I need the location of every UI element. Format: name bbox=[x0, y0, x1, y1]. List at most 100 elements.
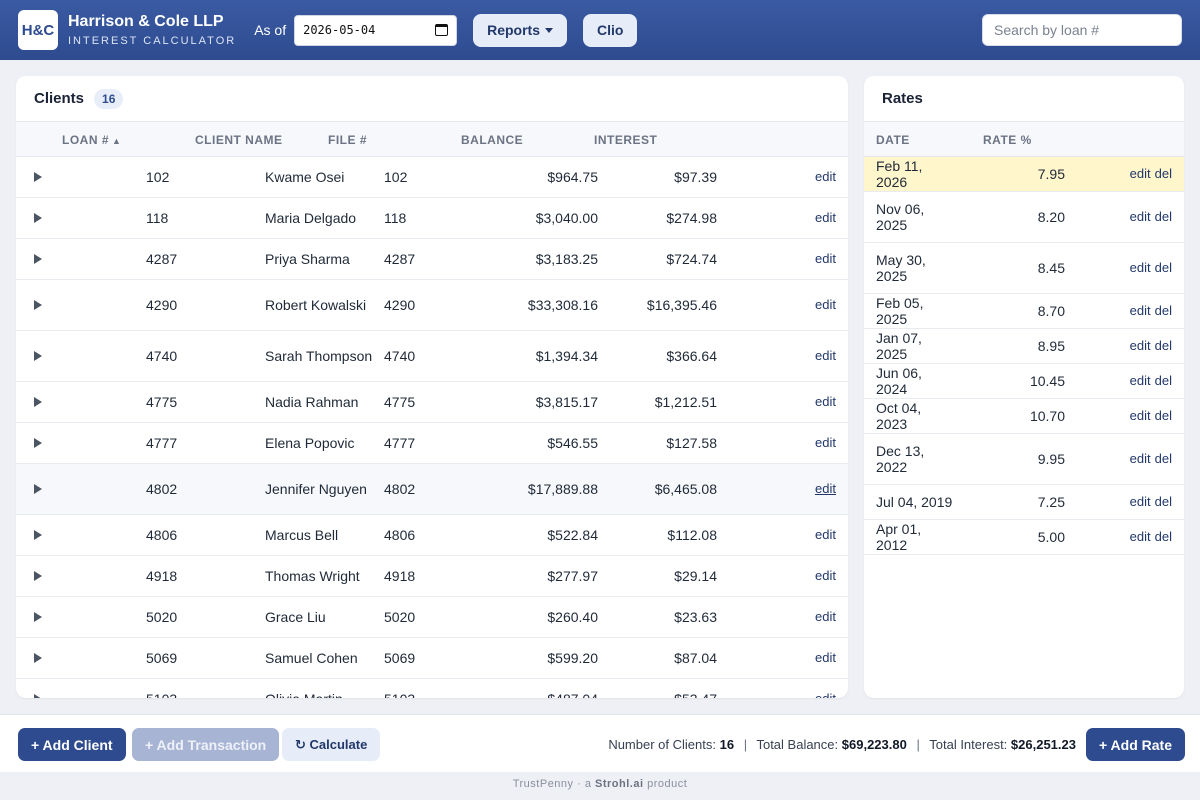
rate-row[interactable]: Jan 07, 2025 8.95 edit del bbox=[864, 329, 1184, 364]
expand-row-icon[interactable] bbox=[34, 351, 42, 361]
table-row[interactable]: 4740 Sarah Thompson 4740 $1,394.34 $366.64 ed… bbox=[16, 331, 848, 382]
edit-client-link[interactable]: edit bbox=[815, 297, 836, 312]
edit-client-link[interactable]: edit bbox=[815, 691, 836, 698]
edit-client-link[interactable]: edit bbox=[815, 650, 836, 665]
edit-client-link[interactable]: edit bbox=[815, 568, 836, 583]
expand-row-icon[interactable] bbox=[34, 172, 42, 182]
edit-rate-link[interactable]: edit bbox=[1129, 529, 1151, 544]
expand-row-icon[interactable] bbox=[34, 484, 42, 494]
expand-row-icon[interactable] bbox=[34, 213, 42, 223]
edit-client-link[interactable]: edit bbox=[815, 394, 836, 409]
edit-client-link[interactable]: edit bbox=[815, 481, 836, 496]
column-header-date[interactable]: DATE bbox=[876, 133, 910, 147]
delete-rate-link[interactable]: del bbox=[1154, 338, 1172, 353]
table-row[interactable]: 118 Maria Delgado 118 $3,040.00 $274.98 edit bbox=[16, 198, 848, 239]
rate-date: Jul 04, 2019 bbox=[876, 494, 953, 510]
add-rate-button[interactable]: + Add Rate bbox=[1086, 728, 1185, 761]
company-link[interactable]: Strohl.ai bbox=[595, 778, 644, 790]
table-row[interactable]: 4287 Priya Sharma 4287 $3,183.25 $724.74 edit bbox=[16, 239, 848, 280]
edit-rate-link[interactable]: edit bbox=[1129, 209, 1151, 224]
column-header-rate[interactable]: RATE % bbox=[983, 133, 1032, 147]
edit-rate-link[interactable]: edit bbox=[1129, 408, 1151, 423]
rate-row[interactable]: Oct 04, 2023 10.70 edit del bbox=[864, 399, 1184, 434]
column-header-client-name[interactable]: CLIENT NAME bbox=[195, 133, 283, 147]
edit-client-link[interactable]: edit bbox=[815, 527, 836, 542]
column-header-balance[interactable]: BALANCE bbox=[461, 133, 524, 147]
rate-actions: edit del bbox=[1126, 408, 1172, 424]
as-of-date-input[interactable]: 2026-05-04 bbox=[294, 14, 458, 46]
expand-row-icon[interactable] bbox=[34, 694, 42, 698]
column-header-file[interactable]: FILE # bbox=[328, 133, 368, 147]
expand-row-icon[interactable] bbox=[34, 653, 42, 663]
rate-row[interactable]: Jul 04, 2019 7.25 edit del bbox=[864, 485, 1184, 520]
expand-row-icon[interactable] bbox=[34, 438, 42, 448]
edit-rate-link[interactable]: edit bbox=[1129, 303, 1151, 318]
rate-row[interactable]: Feb 05, 2025 8.70 edit del bbox=[864, 294, 1184, 329]
calendar-icon[interactable] bbox=[435, 24, 449, 36]
file-number: 5069 bbox=[384, 650, 416, 666]
edit-rate-link[interactable]: edit bbox=[1129, 260, 1151, 275]
table-row[interactable]: 5103 Olivia Martin 5103 $487.04 $53.47 edit bbox=[16, 679, 848, 698]
edit-client-link[interactable]: edit bbox=[815, 609, 836, 624]
edit-client-link[interactable]: edit bbox=[815, 251, 836, 266]
edit-client-link[interactable]: edit bbox=[815, 210, 836, 225]
table-row[interactable]: 4775 Nadia Rahman 4775 $3,815.17 $1,212.51 ed… bbox=[16, 382, 848, 423]
table-row[interactable]: 4777 Elena Popovic 4777 $546.55 $127.58 edit bbox=[16, 423, 848, 464]
expand-row-icon[interactable] bbox=[34, 254, 42, 264]
num-clients-value: 16 bbox=[719, 737, 735, 752]
delete-rate-link[interactable]: del bbox=[1154, 529, 1172, 544]
expand-row-icon[interactable] bbox=[34, 300, 42, 310]
table-row[interactable]: 5020 Grace Liu 5020 $260.40 $23.63 edit bbox=[16, 597, 848, 638]
edit-client-link[interactable]: edit bbox=[815, 169, 836, 184]
interest: $23.63 bbox=[674, 609, 717, 625]
rate-row[interactable]: May 30, 2025 8.45 edit del bbox=[864, 243, 1184, 294]
delete-rate-link[interactable]: del bbox=[1154, 166, 1172, 181]
edit-client-link[interactable]: edit bbox=[815, 435, 836, 450]
rate-value: 8.45 bbox=[1037, 260, 1065, 276]
delete-rate-link[interactable]: del bbox=[1154, 494, 1172, 509]
edit-rate-link[interactable]: edit bbox=[1129, 338, 1151, 353]
edit-rate-link[interactable]: edit bbox=[1129, 451, 1151, 466]
rate-row[interactable]: Apr 01, 2012 5.00 edit del bbox=[864, 520, 1184, 555]
edit-rate-link[interactable]: edit bbox=[1129, 166, 1151, 181]
expand-row-icon[interactable] bbox=[34, 530, 42, 540]
expand-row-icon[interactable] bbox=[34, 612, 42, 622]
delete-rate-link[interactable]: del bbox=[1154, 260, 1172, 275]
loan-number: 118 bbox=[146, 210, 169, 226]
add-client-button[interactable]: + Add Client bbox=[18, 728, 126, 761]
column-header-loan[interactable]: LOAN # ▲ bbox=[62, 133, 121, 147]
delete-rate-link[interactable]: del bbox=[1154, 209, 1172, 224]
edit-rate-link[interactable]: edit bbox=[1129, 373, 1151, 388]
add-transaction-button[interactable]: + Add Transaction bbox=[132, 728, 280, 761]
rate-date: Feb 11, 2026 bbox=[876, 158, 923, 190]
column-header-interest[interactable]: INTEREST bbox=[594, 133, 658, 147]
rate-row[interactable]: Nov 06, 2025 8.20 edit del bbox=[864, 192, 1184, 243]
edit-rate-link[interactable]: edit bbox=[1129, 494, 1151, 509]
table-row[interactable]: 5069 Samuel Cohen 5069 $599.20 $87.04 edit bbox=[16, 638, 848, 679]
interest: $16,395.46 bbox=[646, 297, 717, 313]
loan-search-input[interactable] bbox=[982, 14, 1182, 46]
reports-button[interactable]: Reports bbox=[473, 13, 568, 47]
table-row[interactable]: 102 Kwame Osei 102 $964.75 $97.39 edit bbox=[16, 157, 848, 198]
delete-rate-link[interactable]: del bbox=[1154, 303, 1172, 318]
rate-date: Apr 01, 2012 bbox=[876, 521, 922, 553]
table-row[interactable]: 4290 Robert Kowalski 4290 $33,308.16 $16,395… bbox=[16, 280, 848, 331]
expand-row-icon[interactable] bbox=[34, 571, 42, 581]
loan-number: 4777 bbox=[146, 435, 178, 451]
expand-row-icon[interactable] bbox=[34, 397, 42, 407]
rate-row[interactable]: Feb 11, 2026 7.95 edit del bbox=[864, 157, 1184, 192]
interest: $87.04 bbox=[674, 650, 717, 666]
clio-button[interactable]: Clio bbox=[583, 13, 638, 47]
delete-rate-link[interactable]: del bbox=[1154, 373, 1172, 388]
file-number: 102 bbox=[384, 169, 408, 185]
calculate-button[interactable]: ↻ Calculate bbox=[282, 728, 381, 761]
table-row[interactable]: 4806 Marcus Bell 4806 $522.84 $112.08 edit bbox=[16, 515, 848, 556]
edit-client-link[interactable]: edit bbox=[815, 348, 836, 363]
table-row[interactable]: 4918 Thomas Wright 4918 $277.97 $29.14 edit bbox=[16, 556, 848, 597]
delete-rate-link[interactable]: del bbox=[1154, 451, 1172, 466]
column-loan-label: LOAN # bbox=[62, 133, 110, 147]
rate-row[interactable]: Jun 06, 2024 10.45 edit del bbox=[864, 364, 1184, 399]
rate-row[interactable]: Dec 13, 2022 9.95 edit del bbox=[864, 434, 1184, 485]
table-row[interactable]: 4802 Jennifer Nguyen 4802 $17,889.88 $6,465.… bbox=[16, 464, 848, 515]
delete-rate-link[interactable]: del bbox=[1154, 408, 1172, 423]
